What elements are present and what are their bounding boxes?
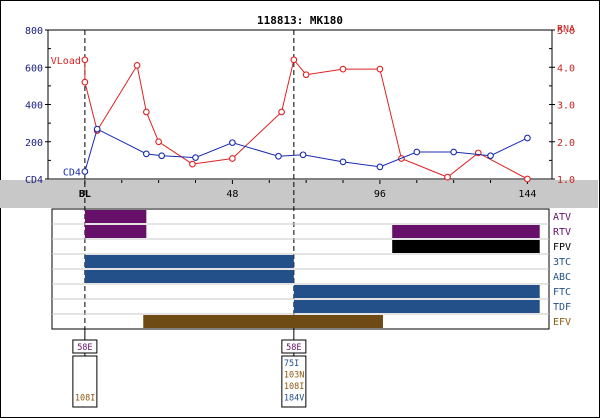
data-point-cd4 — [192, 154, 199, 161]
drug-label-tdf: TDF — [553, 302, 571, 313]
data-point-cd4 — [339, 158, 347, 166]
data-point-vload — [189, 160, 196, 168]
drug-bar-abc — [84, 270, 294, 283]
drug-bar-rtv — [392, 225, 540, 238]
data-point-cd4 — [93, 125, 101, 133]
data-point-cd4 — [487, 152, 494, 160]
data-point-vload — [229, 155, 236, 162]
data-point-cd4 — [450, 148, 458, 156]
data-point-cd4 — [158, 152, 166, 160]
left-axis-tick-label: 200 — [25, 138, 43, 149]
mutation-label: 75I — [284, 359, 299, 369]
data-point-vload — [376, 65, 384, 73]
right-axis-tick-label: 4.0 — [557, 63, 575, 74]
right-axis-tick-label: 3.0 — [557, 101, 575, 112]
data-point-cd4 — [413, 148, 421, 156]
drug-label-atv: ATV — [553, 212, 571, 223]
data-point-vload — [142, 108, 150, 116]
data-point-vload — [444, 173, 451, 181]
data-point-vload — [81, 78, 89, 86]
drug-bar-tdf — [293, 300, 540, 313]
data-point-vload — [290, 56, 298, 64]
chart-title: 118813: MK180 — [257, 14, 343, 27]
drug-bar-fpv — [392, 240, 540, 253]
drug-label-ftc: FTC — [553, 287, 571, 298]
right-axis-tick-label: 5.0 — [557, 26, 575, 37]
data-point-vload — [302, 71, 310, 79]
series-label-vload: VLoad — [51, 56, 81, 67]
series-label-cd4: CD4 — [63, 168, 81, 179]
data-point-cd4 — [524, 134, 531, 142]
drug-bar-ftc — [293, 285, 540, 298]
mutation-label: 108I — [284, 382, 304, 392]
data-point-cd4 — [275, 152, 282, 160]
mutation-label: 103N — [284, 371, 304, 381]
data-point-cd4 — [229, 139, 236, 147]
drug-bar-3tc — [84, 255, 294, 268]
left-axis-tick-label: CD4 — [25, 175, 43, 186]
data-point-vload — [155, 138, 162, 146]
x-axis-tick-label: 48 — [226, 189, 238, 200]
data-point-vload — [81, 56, 89, 64]
drug-bar-efv — [143, 315, 383, 328]
mutation-list-box — [72, 355, 98, 408]
drug-label-fpv: FPV — [553, 242, 571, 253]
drug-bar-atv — [84, 210, 147, 223]
drug-label-abc: ABC — [553, 272, 571, 283]
mutation-list-box — [281, 355, 307, 408]
x-axis-band — [0, 180, 598, 208]
data-point-vload — [278, 108, 285, 116]
left-axis-tick-label: 400 — [25, 101, 43, 112]
data-point-vload — [339, 65, 347, 73]
data-point-vload — [133, 62, 141, 69]
series-line-cd4 — [84, 128, 528, 172]
right-axis-tick-label: 1.0 — [557, 175, 575, 186]
right-axis-label: RNA — [557, 24, 575, 35]
left-axis-tick-label: 600 — [25, 63, 43, 74]
left-axis-tick-label: 800 — [25, 26, 43, 37]
right-axis-tick-label: 2.0 — [557, 138, 575, 149]
data-point-cd4 — [142, 150, 150, 158]
data-point-cd4 — [299, 151, 307, 159]
mutation-label: 108I — [75, 394, 95, 404]
plot-area — [47, 29, 553, 180]
drug-label-efv: EFV — [553, 317, 571, 328]
mutation-header-label: 58E — [286, 343, 301, 353]
mutation-label: 184V — [284, 394, 304, 404]
x-axis-tick-label: 96 — [374, 189, 386, 200]
drug-bar-rtv — [84, 225, 147, 238]
data-point-cd4 — [81, 168, 89, 175]
drug-label-3tc: 3TC — [553, 257, 571, 268]
drug-label-rtv: RTV — [553, 227, 571, 238]
x-axis-tick-label: 144 — [518, 189, 536, 200]
data-point-cd4 — [376, 163, 384, 171]
data-point-vload — [524, 175, 531, 183]
mutation-header-label: 58E — [77, 343, 92, 353]
